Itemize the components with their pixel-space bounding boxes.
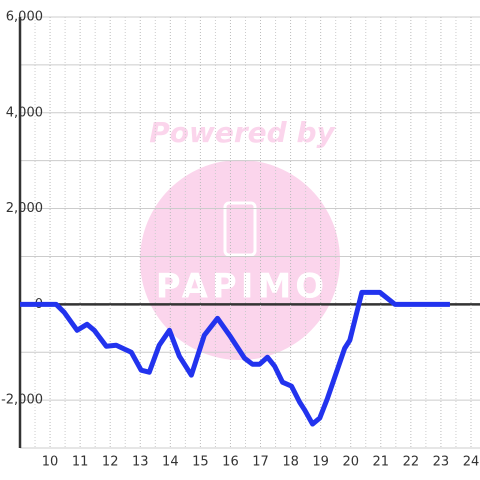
x-tick-label: 22 [403,455,420,470]
y-tick-label: -2,000 [1,393,43,408]
x-tick-label: 16 [222,455,239,470]
x-tick-label: 15 [192,455,209,470]
watermark-circle [140,160,340,360]
y-tick-label: 6,000 [6,10,43,25]
x-tick-label: 18 [282,455,299,470]
x-tick-label: 21 [373,455,390,470]
watermark-icon [223,201,257,257]
x-tick-label: 17 [252,455,269,470]
x-tick-label: 14 [162,455,179,470]
watermark-logo: PAPIMO [156,267,328,307]
x-tick-label: 24 [463,455,480,470]
x-tick-label: 19 [312,455,329,470]
y-tick-label: 4,000 [6,105,43,120]
x-tick-label: 20 [342,455,359,470]
watermark-text: Powered by [149,116,336,149]
x-tick-label: 13 [132,455,149,470]
x-tick-label: 23 [433,455,450,470]
y-tick-label: 2,000 [6,201,43,216]
line-series [20,289,450,427]
x-tick-label: 12 [102,455,119,470]
x-tick-label: 11 [72,455,89,470]
x-tick-label: 10 [42,455,59,470]
